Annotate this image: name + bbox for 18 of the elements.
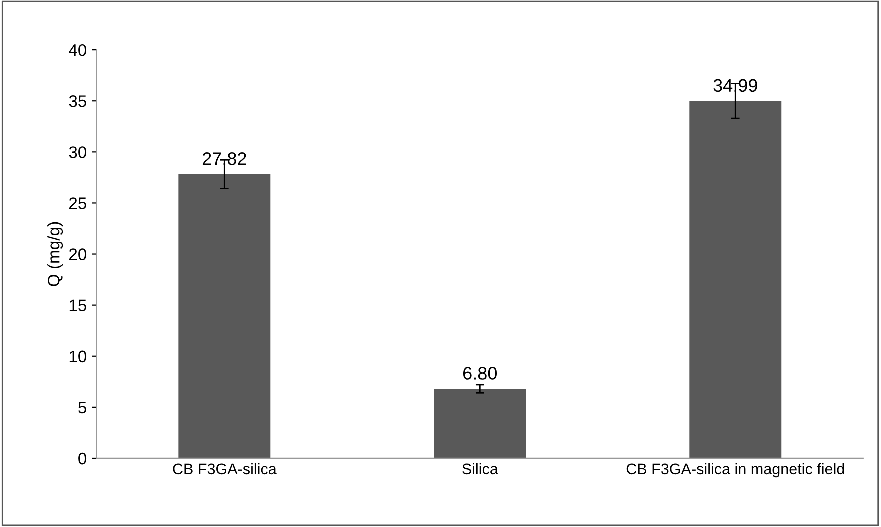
y-tick-label: 30 (69, 146, 87, 158)
y-axis-title: Q (mg/g) (48, 222, 64, 286)
bar (434, 389, 526, 458)
y-tick-label: 20 (69, 248, 87, 260)
x-tick-label: CB F3GA-silica (173, 463, 277, 475)
y-tick-label: 15 (70, 300, 86, 312)
y-tick-label: 35 (69, 96, 86, 108)
bar (690, 101, 782, 458)
data-label: 6.80 (463, 367, 498, 380)
y-tick-label: 0 (78, 452, 87, 465)
x-tick-label: CB F3GA-silica in magnetic field (626, 463, 844, 478)
y-tick-label: 25 (69, 198, 86, 210)
data-label: 27.82 (202, 152, 246, 166)
y-tick-label: 5 (78, 402, 86, 414)
y-tick-label: 10 (70, 350, 87, 363)
y-tick-label: 40 (69, 44, 87, 56)
x-tick-label: Silica (462, 463, 498, 475)
bar (178, 174, 271, 458)
